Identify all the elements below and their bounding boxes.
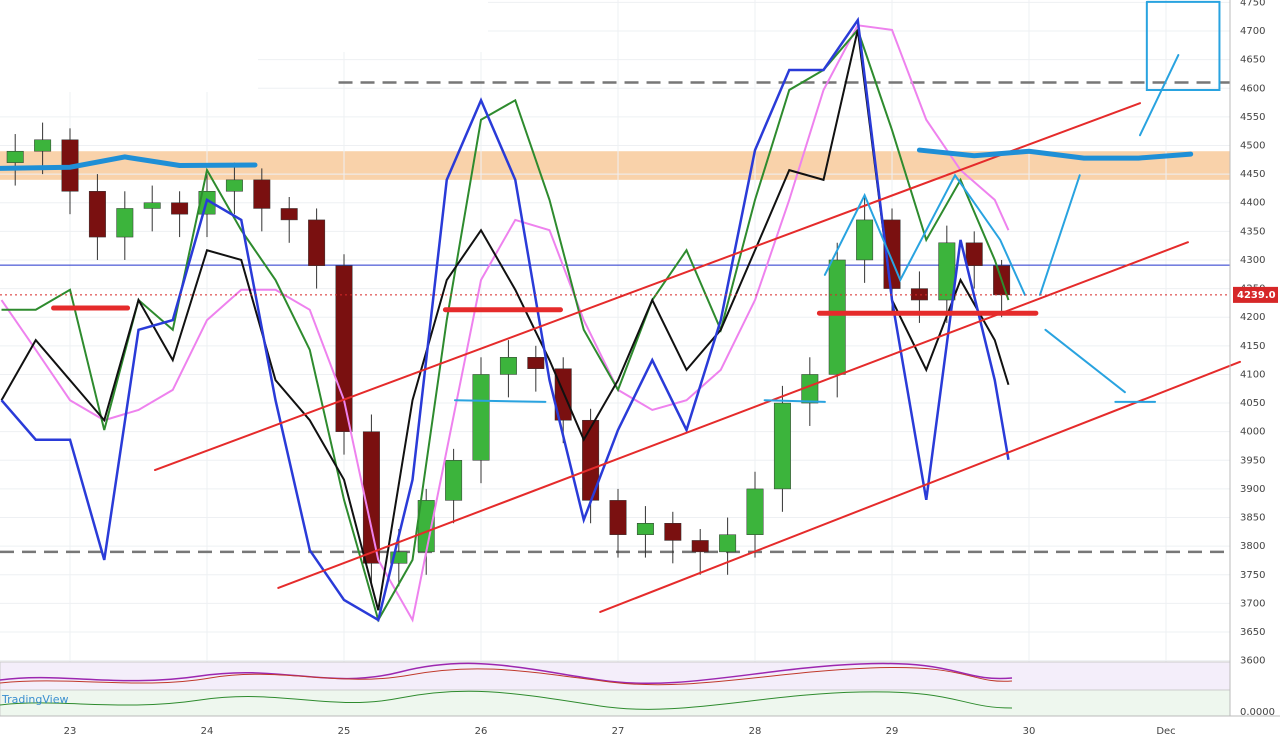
x-tick-label: 28 <box>749 726 762 737</box>
macd-panel <box>0 689 1231 717</box>
candle-body <box>280 208 298 221</box>
candle-body <box>116 208 134 238</box>
y-tick-label: 4550 <box>1240 112 1265 123</box>
candle-body <box>445 460 463 501</box>
drawing <box>599 360 1241 613</box>
y-tick-label: 3600 <box>1240 656 1265 667</box>
rsi-signal <box>0 666 1013 686</box>
oscillator-tick-label: 0.0000 <box>1240 707 1275 718</box>
candle-body <box>143 202 161 209</box>
drawing <box>1044 328 1126 394</box>
candle-body <box>664 523 682 541</box>
candle-body <box>253 179 271 209</box>
y-tick-label: 4000 <box>1240 427 1265 438</box>
candle-body <box>856 219 874 261</box>
y-tick-label: 3850 <box>1240 513 1265 524</box>
candle-body <box>636 523 654 535</box>
candle-body <box>225 179 243 192</box>
y-tick-label: 4200 <box>1240 312 1265 323</box>
indicator-line <box>0 16 1010 622</box>
x-tick-label: 30 <box>1023 726 1036 737</box>
candle-body <box>828 259 846 375</box>
candle-body <box>746 488 764 535</box>
candle-body <box>965 242 983 266</box>
y-tick-label: 4050 <box>1240 398 1265 409</box>
x-tick-label: 26 <box>475 726 488 737</box>
x-tick-label: 27 <box>612 726 625 737</box>
candle-body <box>609 500 627 535</box>
y-tick-label: 4400 <box>1240 198 1265 209</box>
y-tick-label: 3650 <box>1240 627 1265 638</box>
candle-body <box>499 357 517 375</box>
last-price-box <box>1233 286 1278 303</box>
y-tick-label: 4300 <box>1240 255 1265 266</box>
candle-body <box>34 139 52 152</box>
candle-body <box>6 150 24 163</box>
y-tick-label: 4500 <box>1240 140 1265 151</box>
rsi-panel <box>0 661 1231 691</box>
candle-body <box>719 534 737 553</box>
candle-body <box>171 202 189 215</box>
drawing <box>823 173 1026 296</box>
y-tick-label: 3800 <box>1240 541 1265 552</box>
drawing <box>916 147 1194 161</box>
candle-body <box>335 265 353 432</box>
x-tick-label: Dec <box>1156 726 1175 737</box>
macd-line <box>0 690 1013 710</box>
y-tick-label: 4350 <box>1240 226 1265 237</box>
drawing <box>1038 174 1081 296</box>
watermark: TradingView <box>1 693 68 706</box>
y-tick-label: 4650 <box>1240 55 1265 66</box>
blank-area <box>0 52 258 92</box>
candle-body <box>472 374 490 461</box>
candle-body <box>773 402 791 490</box>
y-tick-label: 4450 <box>1240 169 1265 180</box>
drawing <box>277 241 1189 589</box>
drawing <box>1145 0 1221 91</box>
x-tick-label: 25 <box>338 726 351 737</box>
x-tick-label: 29 <box>886 726 899 737</box>
candle-body <box>691 540 709 553</box>
plot-area <box>0 0 1241 716</box>
candle-body <box>88 191 106 238</box>
candle-body <box>390 551 408 564</box>
y-tick-label: 4150 <box>1240 341 1265 352</box>
y-tick-label: 4600 <box>1240 83 1265 94</box>
y-tick-label: 4700 <box>1240 26 1265 37</box>
x-tick-label: 23 <box>64 726 77 737</box>
drawing <box>1138 54 1180 137</box>
last-price-label: 4239.0 <box>1237 290 1276 301</box>
y-tick-label: 3950 <box>1240 455 1265 466</box>
candle-body <box>362 431 380 564</box>
candle-body <box>910 288 928 301</box>
drawing <box>153 102 1141 472</box>
y-tick-label: 3900 <box>1240 484 1265 495</box>
blank-area <box>0 0 488 52</box>
candle-body <box>308 219 326 266</box>
rsi-line <box>0 662 1013 685</box>
candle-body <box>527 357 545 369</box>
y-tick-label: 3700 <box>1240 598 1265 609</box>
y-tick-label: 3750 <box>1240 570 1265 581</box>
y-tick-label: 4750 <box>1240 0 1265 8</box>
drawing <box>0 154 258 171</box>
candle-body <box>938 242 956 301</box>
y-tick-label: 4100 <box>1240 369 1265 380</box>
x-tick-label: 24 <box>201 726 214 737</box>
drawing <box>453 399 547 403</box>
drawing <box>763 399 826 403</box>
